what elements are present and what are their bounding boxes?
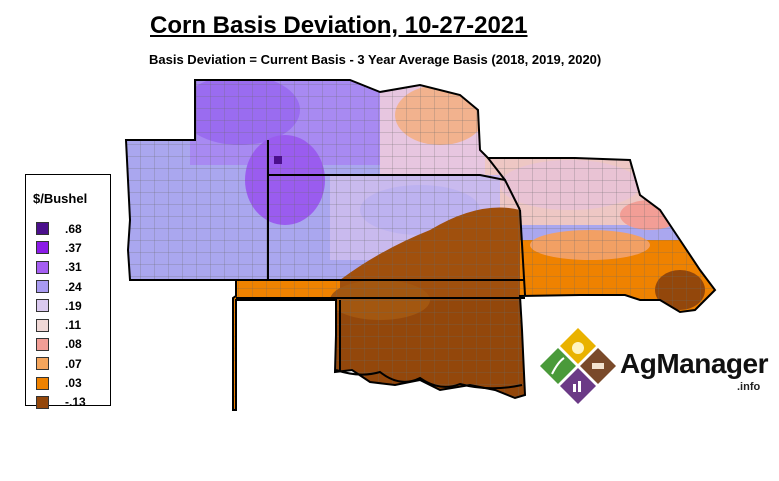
legend-swatch bbox=[36, 280, 49, 294]
legend-item: .24 bbox=[36, 277, 86, 296]
legend-swatch bbox=[36, 241, 49, 255]
legend-label: .24 bbox=[65, 279, 82, 294]
legend-swatch bbox=[36, 395, 49, 409]
legend-swatch bbox=[36, 222, 49, 236]
legend-label: .19 bbox=[65, 298, 82, 313]
legend-item: .31 bbox=[36, 258, 86, 277]
legend-swatch bbox=[36, 376, 49, 390]
agmanager-logo: AgManager .info bbox=[540, 326, 770, 406]
legend-item: .03 bbox=[36, 373, 86, 392]
legend-label: .03 bbox=[65, 376, 82, 391]
logo-suffix: .info bbox=[737, 381, 761, 393]
legend-item: .68 bbox=[36, 219, 86, 238]
legend-swatch bbox=[36, 357, 49, 371]
max-deviation-spot bbox=[274, 156, 282, 164]
river-border bbox=[335, 369, 523, 390]
legend-label: .31 bbox=[65, 260, 82, 275]
legend-item: .08 bbox=[36, 335, 86, 354]
legend-label: .08 bbox=[65, 337, 82, 352]
legend-swatch bbox=[36, 318, 49, 332]
legend-label: -.13 bbox=[65, 395, 86, 410]
legend-item: .07 bbox=[36, 354, 86, 373]
map-subtitle: Basis Deviation = Current Basis - 3 Year… bbox=[149, 52, 602, 67]
agmanager-emblem-icon bbox=[540, 328, 616, 404]
map-title: Corn Basis Deviation, 10-27-2021 bbox=[150, 12, 528, 39]
legend-item: .11 bbox=[36, 315, 86, 334]
legend-swatch bbox=[36, 260, 49, 274]
legend-item: .37 bbox=[36, 238, 86, 257]
legend: $/Bushel .68 .37 .31 .24 .19 .11 .08 .07 .03 -.13 bbox=[25, 174, 111, 409]
state-borders bbox=[124, 79, 717, 411]
legend-label: .68 bbox=[65, 221, 82, 236]
legend-swatch bbox=[36, 337, 49, 351]
legend-title: $/Bushel bbox=[33, 191, 88, 206]
legend-item: .19 bbox=[36, 296, 86, 315]
legend-item: -.13 bbox=[36, 393, 86, 412]
legend-label: .11 bbox=[65, 318, 82, 333]
legend-list: .68 .37 .31 .24 .19 .11 .08 .07 .03 -.13 bbox=[36, 219, 86, 412]
legend-swatch bbox=[36, 299, 49, 313]
logo-name: AgManager bbox=[620, 348, 768, 379]
legend-label: .37 bbox=[65, 240, 82, 255]
legend-label: .07 bbox=[65, 356, 82, 371]
